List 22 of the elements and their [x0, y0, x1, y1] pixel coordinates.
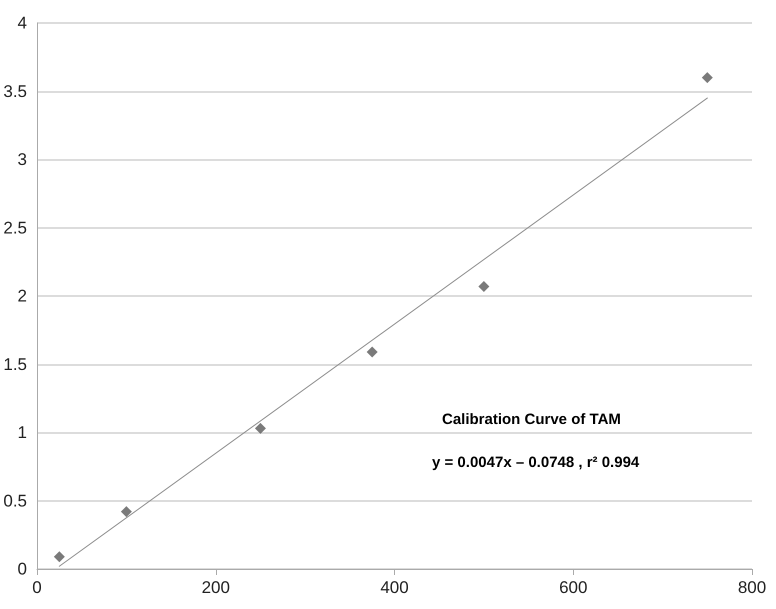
- annotation: y = 0.0047x – 0.0748 , r² 0.994: [432, 454, 640, 471]
- y-tick-label: 2: [18, 286, 27, 306]
- y-tick-label: 0: [18, 560, 27, 578]
- point: [254, 422, 266, 434]
- y-tick-label: 1.5: [3, 354, 27, 374]
- y-tick-label: 2.5: [3, 218, 27, 238]
- x-tick-label: 800: [738, 578, 766, 597]
- text: Calibration Curve of TAM: [442, 411, 621, 428]
- y-tick-label: 0.5: [3, 491, 27, 510]
- y-tick-label: 4: [18, 14, 27, 32]
- point: [120, 506, 132, 518]
- y-tick-label: 3: [18, 150, 27, 169]
- point: [478, 280, 490, 292]
- point: [54, 551, 65, 562]
- x-tick-label: 200: [202, 578, 230, 597]
- point: [702, 72, 713, 84]
- y-tick-label: 3.5: [3, 82, 27, 101]
- x-tick-label: 600: [559, 578, 588, 597]
- x-tick-label: 400: [380, 578, 409, 597]
- x-tick-label: 0: [32, 578, 42, 597]
- y-tick-label: 1: [18, 423, 27, 442]
- point: [366, 346, 378, 358]
